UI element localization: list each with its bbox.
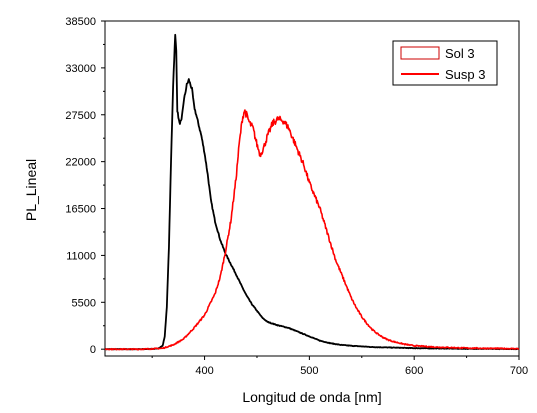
series-lines (104, 33, 520, 351)
y-axis-title: PL_Lineal (23, 159, 39, 221)
x-tick-label: 700 (510, 365, 528, 377)
legend-label-susp-3: Susp 3 (445, 67, 485, 82)
y-tick-label: 22000 (65, 157, 96, 169)
y-tick-label: 11000 (66, 250, 96, 262)
axis-ticks (101, 20, 520, 360)
y-tick-labels: 0 5500 11000 16500 22000 27500 33000 38500 (65, 16, 96, 356)
x-tick-labels: 400 500 600 700 (195, 365, 528, 377)
y-tick-label: 27500 (65, 110, 96, 122)
x-tick-label: 500 (300, 365, 318, 377)
y-tick-label: 38500 (65, 16, 96, 28)
series-line-susp-3 (104, 109, 520, 351)
y-tick-label: 33000 (65, 63, 96, 75)
x-axis-title: Longitud de onda [nm] (242, 389, 381, 405)
y-tick-label: 5500 (72, 297, 96, 309)
y-tick-label: 16500 (65, 204, 96, 216)
legend-box (392, 40, 498, 86)
y-tick-label: 0 (90, 344, 96, 356)
legend-swatch-sol-3 (400, 46, 440, 60)
legend: Sol 3 Susp 3 (392, 40, 498, 86)
x-tick-label: 400 (195, 365, 213, 377)
legend-label-sol-3: Sol 3 (445, 46, 475, 61)
x-tick-label: 600 (405, 365, 423, 377)
